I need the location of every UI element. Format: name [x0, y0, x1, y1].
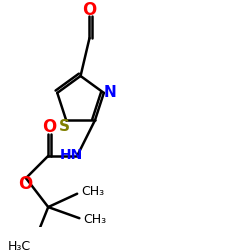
Text: HN: HN — [59, 148, 82, 162]
Text: H₃C: H₃C — [8, 240, 31, 250]
Text: O: O — [42, 118, 56, 136]
Text: N: N — [103, 85, 116, 100]
Text: CH₃: CH₃ — [84, 213, 106, 226]
Text: S: S — [59, 120, 70, 134]
Text: CH₃: CH₃ — [82, 185, 105, 198]
Text: O: O — [18, 175, 32, 193]
Text: O: O — [82, 1, 96, 19]
